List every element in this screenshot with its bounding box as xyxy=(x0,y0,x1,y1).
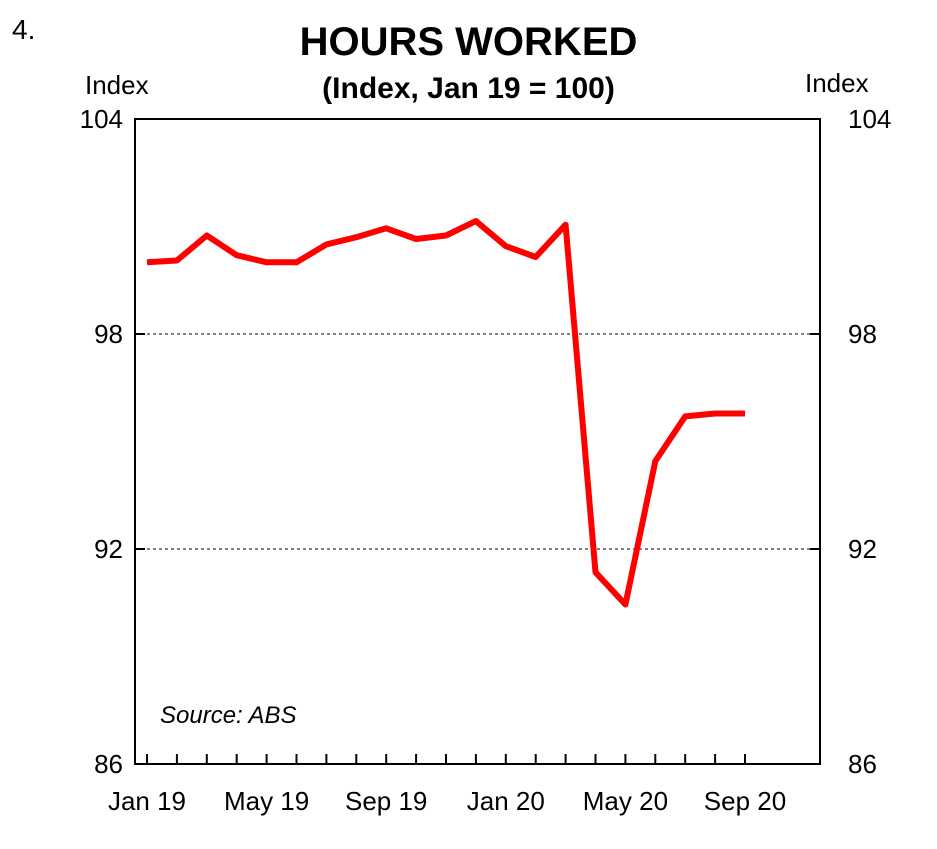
y-tick-label-left-98: 98 xyxy=(94,319,123,349)
y-tick-label-left-92: 92 xyxy=(94,534,123,564)
y-tick-label-right-92: 92 xyxy=(848,534,877,564)
y-axis-label-right: Index xyxy=(805,68,869,98)
y-tick-label-right-86: 86 xyxy=(848,749,877,779)
x-tick-label-May-19: May 19 xyxy=(224,786,309,816)
chart-subtitle: (Index, Jan 19 = 100) xyxy=(322,72,615,105)
chart-title: HOURS WORKED xyxy=(299,20,638,64)
x-tick-label-May-20: May 20 xyxy=(583,786,668,816)
x-tick-label-Jan-20: Jan 20 xyxy=(467,786,545,816)
y-tick-label-left-104: 104 xyxy=(80,104,123,134)
y-tick-label-left-86: 86 xyxy=(94,749,123,779)
x-tick-label-Sep-19: Sep 19 xyxy=(345,786,427,816)
x-tick-label-Jan-19: Jan 19 xyxy=(108,786,186,816)
y-axis-label-left: Index xyxy=(85,70,149,100)
source-note: Source: ABS xyxy=(160,702,297,729)
series-line-0 xyxy=(146,218,745,608)
y-tick-label-right-104: 104 xyxy=(848,104,891,134)
chart-number: 4. xyxy=(12,14,36,45)
plot-frame xyxy=(134,118,821,765)
y-tick-label-right-98: 98 xyxy=(848,319,877,349)
x-tick-label-Sep-20: Sep 20 xyxy=(704,786,786,816)
